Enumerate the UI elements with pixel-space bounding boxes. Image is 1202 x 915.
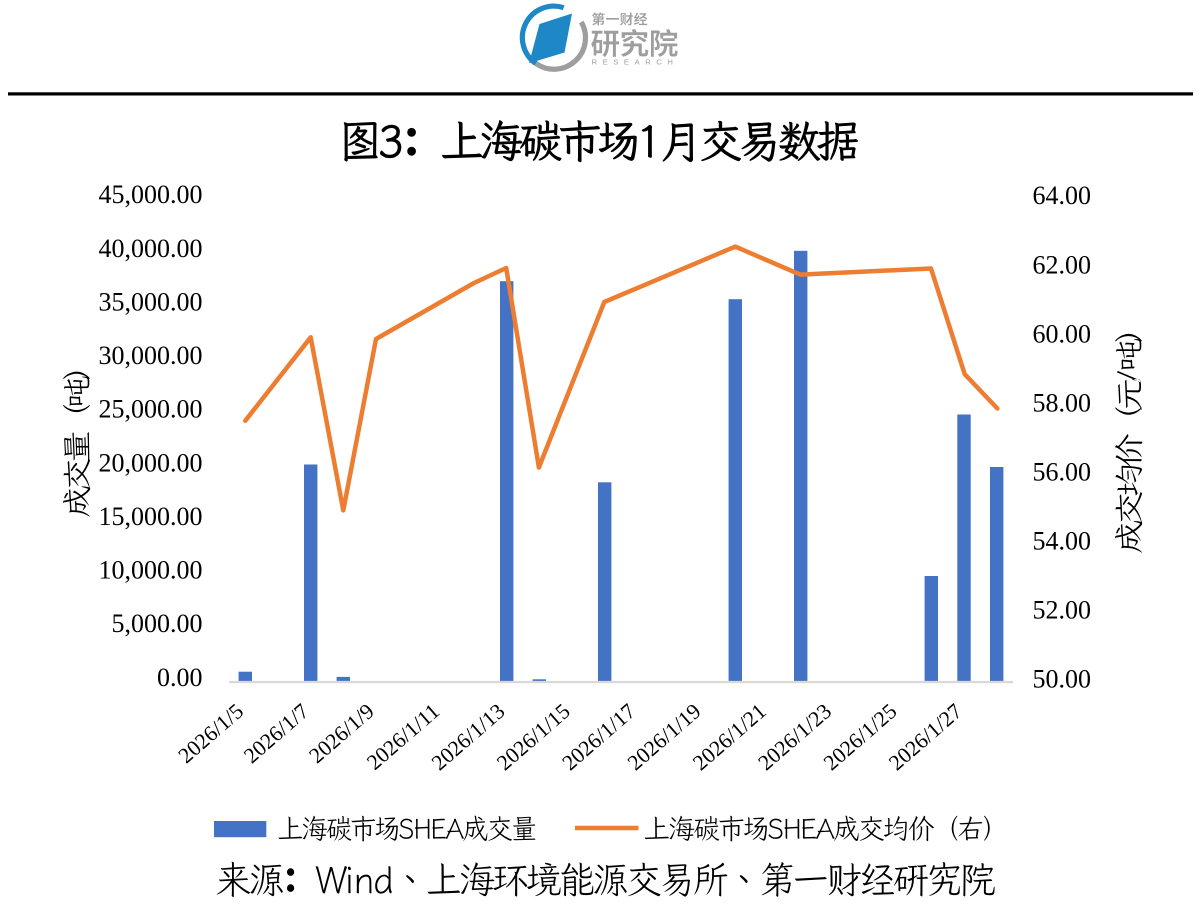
svg-text:10,000.00: 10,000.00 xyxy=(99,556,203,585)
svg-text:62.00: 62.00 xyxy=(1033,250,1092,279)
svg-text:35,000.00: 35,000.00 xyxy=(99,287,203,316)
svg-text:64.00: 64.00 xyxy=(1033,181,1092,210)
svg-text:58.00: 58.00 xyxy=(1033,388,1092,417)
svg-text:45,000.00: 45,000.00 xyxy=(99,180,203,209)
svg-text:25,000.00: 25,000.00 xyxy=(99,395,203,424)
svg-text:RESEARCH: RESEARCH xyxy=(592,57,679,66)
svg-text:54.00: 54.00 xyxy=(1033,527,1092,556)
svg-text:40,000.00: 40,000.00 xyxy=(99,234,203,263)
svg-text:50.00: 50.00 xyxy=(1033,665,1092,694)
svg-text:56.00: 56.00 xyxy=(1033,458,1092,487)
svg-text:52.00: 52.00 xyxy=(1033,596,1092,625)
svg-text:5,000.00: 5,000.00 xyxy=(112,609,203,638)
svg-text:0.00: 0.00 xyxy=(157,663,203,692)
svg-text:20,000.00: 20,000.00 xyxy=(99,448,203,477)
svg-text:15,000.00: 15,000.00 xyxy=(99,502,203,531)
svg-text:60.00: 60.00 xyxy=(1033,319,1092,348)
svg-text:30,000.00: 30,000.00 xyxy=(99,341,203,370)
